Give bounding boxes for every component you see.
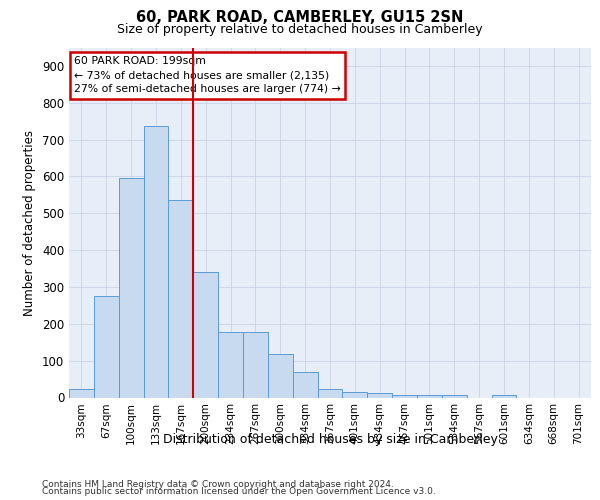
Bar	[442, 394, 467, 398]
Text: Distribution of detached houses by size in Camberley: Distribution of detached houses by size …	[163, 432, 497, 446]
Y-axis label: Number of detached properties: Number of detached properties	[23, 130, 37, 316]
Bar	[143, 126, 169, 398]
Text: 60, PARK ROAD, CAMBERLEY, GU15 2SN: 60, PARK ROAD, CAMBERLEY, GU15 2SN	[136, 10, 464, 25]
Bar	[293, 372, 317, 398]
Bar	[193, 272, 218, 398]
Text: Size of property relative to detached houses in Camberley: Size of property relative to detached ho…	[117, 22, 483, 36]
Bar	[69, 390, 94, 398]
Bar	[119, 178, 143, 398]
Bar	[343, 392, 367, 398]
Bar	[491, 394, 517, 398]
Text: 60 PARK ROAD: 199sqm
← 73% of detached houses are smaller (2,135)
27% of semi-de: 60 PARK ROAD: 199sqm ← 73% of detached h…	[74, 56, 341, 94]
Bar	[268, 354, 293, 398]
Bar	[392, 394, 417, 398]
Text: Contains HM Land Registry data © Crown copyright and database right 2024.: Contains HM Land Registry data © Crown c…	[42, 480, 394, 489]
Bar	[317, 390, 343, 398]
Bar	[243, 332, 268, 398]
Text: Contains public sector information licensed under the Open Government Licence v3: Contains public sector information licen…	[42, 487, 436, 496]
Bar	[218, 332, 243, 398]
Bar	[367, 393, 392, 398]
Bar	[417, 394, 442, 398]
Bar	[169, 200, 193, 398]
Bar	[94, 296, 119, 398]
